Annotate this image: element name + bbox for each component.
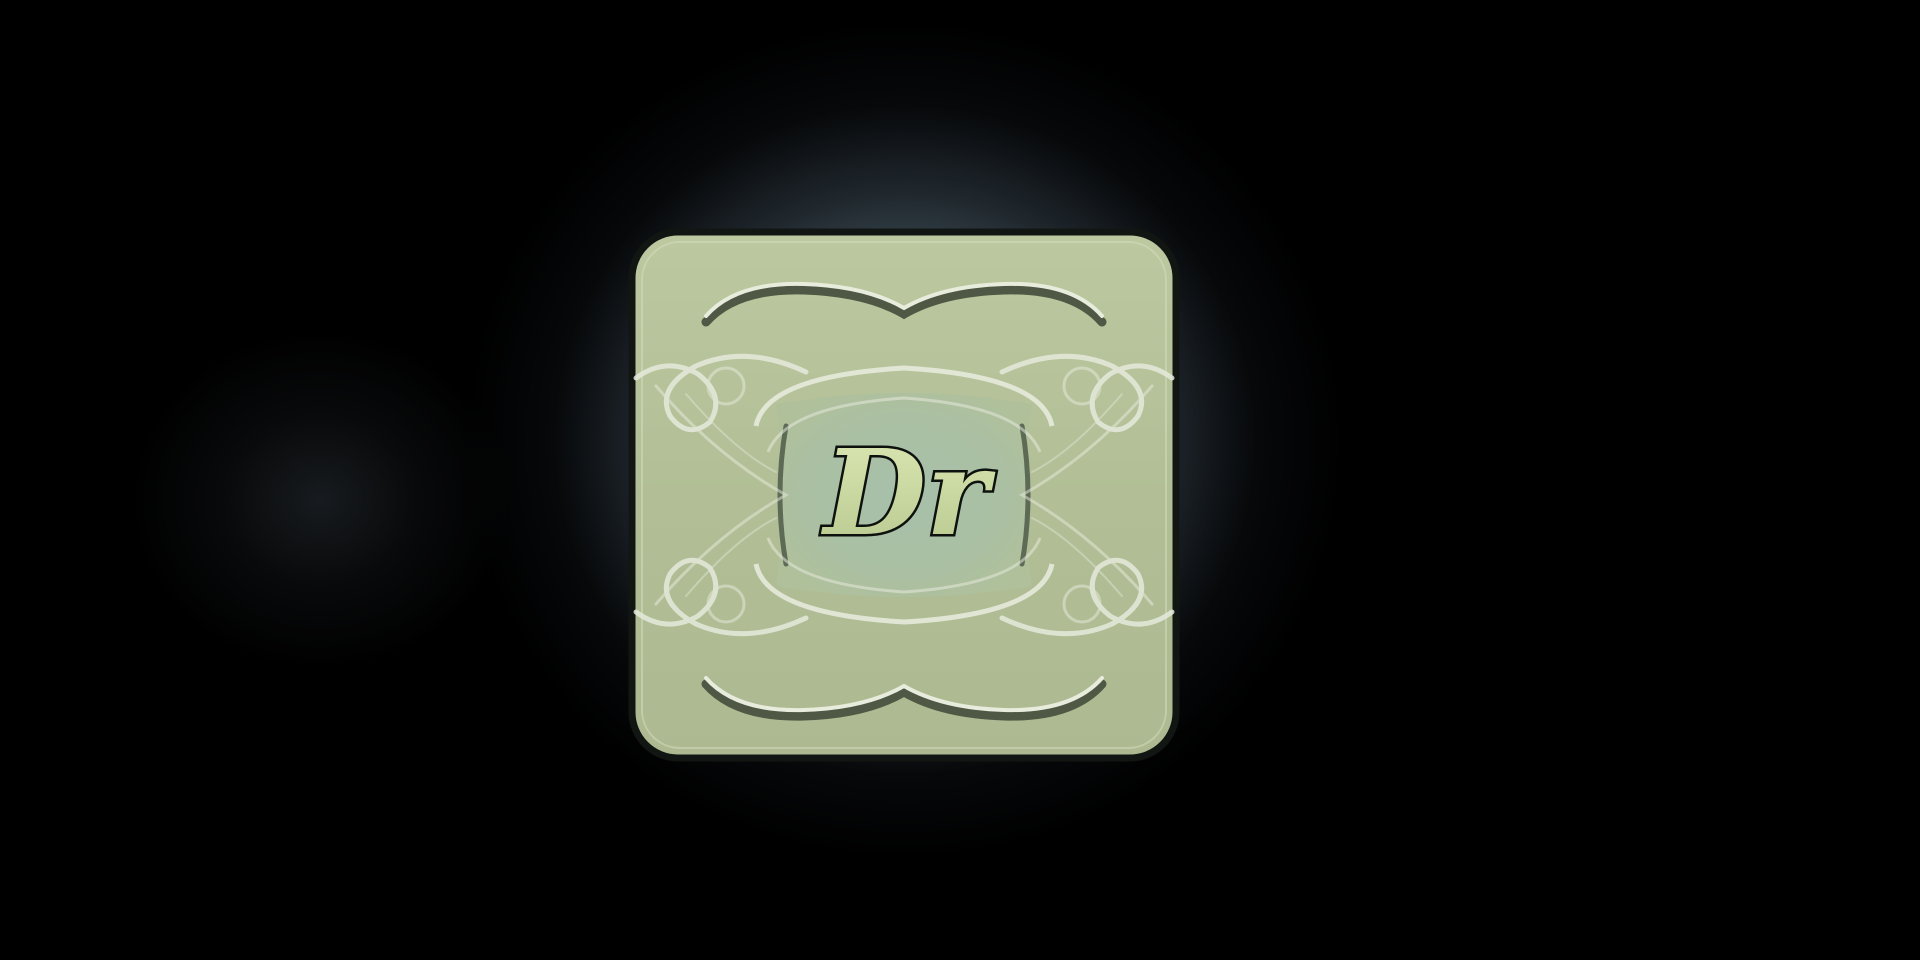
top-wave-ornament (701, 281, 1107, 327)
right-flourish (999, 353, 1175, 637)
monogram-text: Dr (821, 423, 996, 562)
app-icon-graphic: Dr (628, 228, 1180, 762)
bottom-wave-ornament (701, 676, 1107, 721)
center-panel (776, 393, 1032, 597)
app-icon[interactable]: Dr (626, 226, 1182, 764)
oval-frame (753, 365, 1055, 625)
left-flourish (633, 353, 809, 637)
center-brackets (777, 423, 1031, 567)
